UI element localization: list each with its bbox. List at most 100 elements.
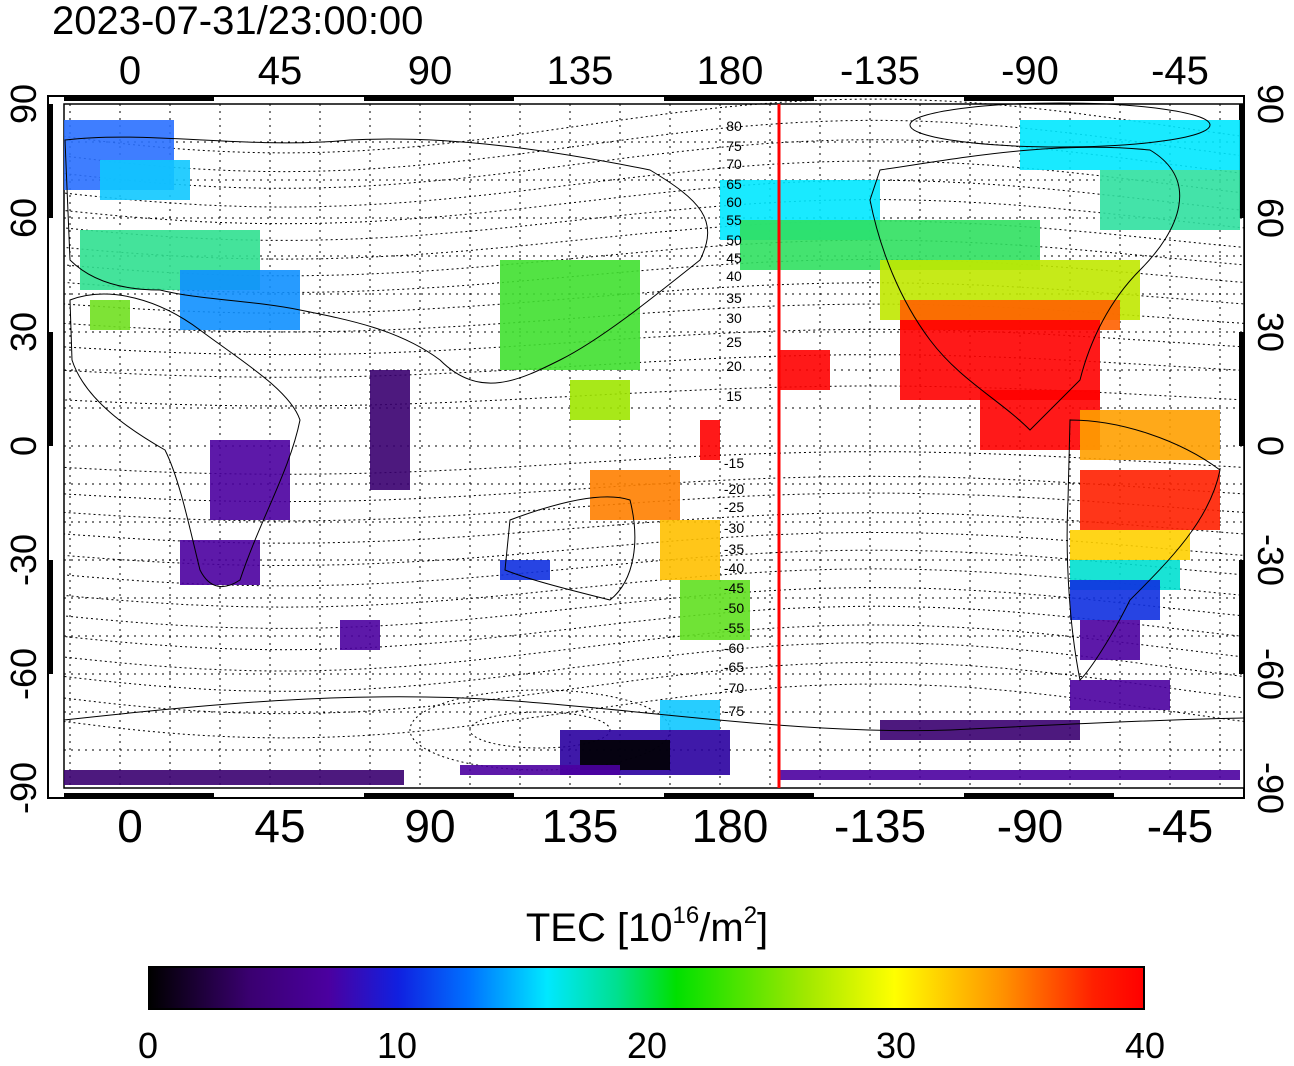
axis-scale-bars <box>48 96 1244 798</box>
contour-value-label: 20 <box>726 358 742 374</box>
axis-bar-left <box>48 332 53 446</box>
contour-value-label: -35 <box>724 541 744 557</box>
left-latitude-label: 30 <box>3 312 44 352</box>
coastline-africa <box>69 293 301 588</box>
magnetic-contour <box>63 661 1245 715</box>
tec-patch <box>1070 680 1170 710</box>
bottom-longitude-label: -135 <box>834 800 926 852</box>
contour-value-label: 40 <box>726 268 742 284</box>
right-latitude-label: 30 <box>1250 312 1291 352</box>
axis-bar-left <box>48 104 53 218</box>
tec-patch <box>1070 530 1190 560</box>
timestamp-title: 2023-07-31/23:00:00 <box>52 0 424 43</box>
top-longitude-labels: 0 45 90 135 180 -135 -90 -45 <box>119 49 1209 93</box>
contour-value-label: -45 <box>724 580 744 596</box>
tec-patch <box>780 350 830 390</box>
right-latitude-label: 0 <box>1250 436 1291 456</box>
left-latitude-label: 90 <box>3 84 44 124</box>
right-latitude-label: -90 <box>1250 762 1291 814</box>
magnetic-contour <box>63 98 1245 154</box>
contour-value-label: -70 <box>724 680 744 696</box>
contour-value-label: 70 <box>726 156 742 172</box>
coastline-south-america <box>1066 419 1221 682</box>
colorbar-title-exponent: 16 <box>672 902 700 929</box>
axis-bar-bottom <box>664 793 814 798</box>
bottom-longitude-label: 135 <box>542 800 619 852</box>
tec-patch <box>210 440 290 520</box>
coastline-eurasia <box>64 136 709 384</box>
bottom-longitude-label: 45 <box>254 800 305 852</box>
colorbar-tick-label: 0 <box>137 1025 159 1066</box>
tec-patch <box>370 370 410 490</box>
axis-bar-top <box>64 96 214 101</box>
coastline-north-america <box>869 146 1180 431</box>
axis-bar-bottom <box>964 793 1114 798</box>
bottom-longitude-label: 180 <box>692 800 769 852</box>
left-latitude-labels: 90 60 30 0 -30 -60 -90 <box>3 84 44 814</box>
tec-patch <box>680 580 750 640</box>
tec-patch <box>64 770 404 785</box>
right-latitude-labels: 90 60 30 0 -30 -60 -90 <box>1250 84 1291 814</box>
magnetic-contour <box>63 624 1245 672</box>
left-latitude-label: -90 <box>3 762 44 814</box>
contour-value-label: 60 <box>726 194 742 210</box>
top-longitude-label: 180 <box>697 49 764 93</box>
contour-value-label: 30 <box>726 310 742 326</box>
magnetic-contour <box>63 683 1245 739</box>
tec-patch <box>100 160 190 200</box>
axis-bar-top <box>964 96 1114 101</box>
tec-patch <box>500 260 640 370</box>
colorbar-tick-label: 10 <box>376 1025 418 1066</box>
tec-patch <box>460 765 620 775</box>
contour-value-label: -30 <box>724 520 744 536</box>
contour-value-label: -75 <box>724 703 744 719</box>
axis-bar-top <box>364 96 514 101</box>
tec-patch <box>780 770 1240 780</box>
top-longitude-label: -90 <box>1001 49 1059 93</box>
contour-value-label: -40 <box>724 560 744 576</box>
magnetic-contour <box>63 199 1245 241</box>
contour-value-label: 15 <box>726 388 742 404</box>
tec-patch <box>660 520 720 580</box>
magnetic-contour <box>63 642 1245 692</box>
bottom-longitude-label: 90 <box>404 800 455 852</box>
colorbar-tick-label: 40 <box>1124 1025 1166 1066</box>
left-latitude-label: 0 <box>3 436 44 456</box>
tec-patch <box>340 620 380 650</box>
tec-patch <box>180 270 300 330</box>
left-latitude-label: -60 <box>3 648 44 700</box>
top-longitude-label: -135 <box>840 49 920 93</box>
tec-patch <box>90 300 130 330</box>
axis-bar-top <box>664 96 814 101</box>
magnetic-contour <box>63 605 1245 651</box>
magnetic-contour <box>63 179 1245 225</box>
coastlines <box>63 102 1245 732</box>
colorbar-tick-label: 30 <box>875 1025 917 1066</box>
tec-patch <box>700 420 720 460</box>
contour-value-label: 50 <box>726 232 742 248</box>
colorbar-title-unit-exponent: 2 <box>743 902 758 929</box>
bottom-longitude-labels: 0 45 90 135 180 -135 -90 -45 <box>117 800 1213 852</box>
axis-bar-left <box>48 560 53 674</box>
contour-value-label: 45 <box>726 250 742 266</box>
top-longitude-label: 45 <box>258 49 303 93</box>
tec-patch <box>880 720 1080 740</box>
coastline-antarctica <box>63 696 1245 732</box>
top-longitude-label: -45 <box>1151 49 1209 93</box>
contour-value-label: -15 <box>724 455 744 471</box>
tec-patch <box>1100 170 1240 230</box>
magnetic-contour <box>63 587 1245 629</box>
top-longitude-label: 90 <box>408 49 453 93</box>
top-longitude-label: 135 <box>547 49 614 93</box>
axis-bar-right <box>1239 104 1244 218</box>
contour-value-label: -50 <box>724 600 744 616</box>
contour-value-label: 65 <box>726 176 742 192</box>
right-latitude-label: 60 <box>1250 198 1291 238</box>
contour-value-label: 25 <box>726 334 742 350</box>
tec-patch <box>590 470 680 520</box>
contour-value-label: -20 <box>724 481 744 497</box>
left-latitude-label: -30 <box>3 534 44 586</box>
axis-bar-bottom <box>64 793 214 798</box>
lat-lon-grid <box>64 103 1244 789</box>
right-latitude-label: -30 <box>1250 534 1291 586</box>
